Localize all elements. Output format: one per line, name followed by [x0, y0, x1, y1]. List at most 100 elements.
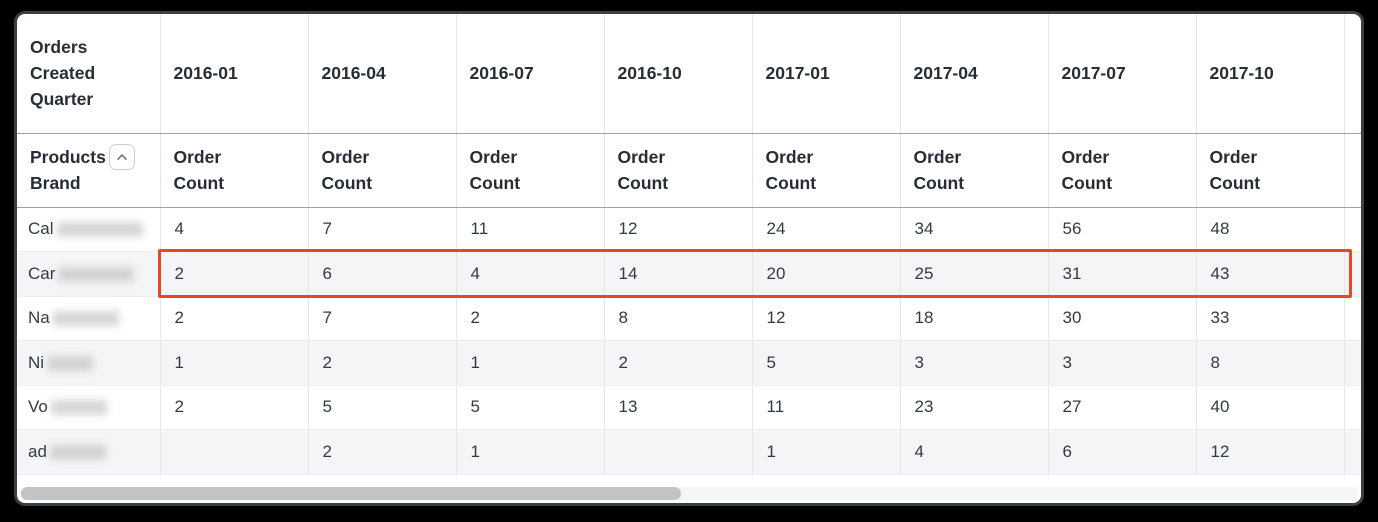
- row-dimension-line: Products: [30, 144, 160, 170]
- value-cell[interactable]: [603, 429, 752, 475]
- value-cell[interactable]: 48: [1195, 207, 1344, 252]
- value-cell[interactable]: 40: [1195, 385, 1344, 430]
- value-cell[interactable]: 2: [603, 340, 752, 386]
- measure-header-order-count[interactable]: Order Count: [455, 133, 604, 208]
- value-cell[interactable]: 4: [899, 429, 1048, 475]
- quarter-header-2017-07: 2017-07: [1047, 14, 1196, 134]
- brand-prefix: ad: [28, 441, 47, 461]
- brand-cell[interactable]: Na: [17, 296, 160, 341]
- brand-prefix: Car: [28, 263, 56, 283]
- brand-prefix: Cal: [28, 219, 54, 239]
- quarter-header-2017-04: 2017-04: [899, 14, 1048, 134]
- value-cell[interactable]: 3: [1047, 340, 1196, 386]
- value-cell[interactable]: 34: [899, 207, 1048, 252]
- value-cell[interactable]: 6: [1047, 429, 1196, 475]
- value-cell[interactable]: 7: [307, 207, 456, 252]
- value-cell[interactable]: 33: [1195, 296, 1344, 341]
- collapse-row-dimension-button[interactable]: [108, 144, 135, 170]
- table-row-na: Na 2 7 2 8 12 18 30 33: [17, 296, 1361, 341]
- quarter-header-2017-10: 2017-10: [1195, 14, 1344, 134]
- brand-cell[interactable]: Cal: [17, 207, 160, 252]
- value-cell[interactable]: 2: [159, 296, 308, 341]
- value-cell[interactable]: 7: [307, 296, 456, 341]
- value-cell[interactable]: 20: [751, 251, 900, 297]
- value-cell[interactable]: 11: [455, 207, 604, 252]
- table-row-ni: Ni 1 2 1 2 5 3 3 8: [17, 340, 1361, 386]
- measure-header-order-count[interactable]: Order Count: [751, 133, 900, 208]
- value-cell[interactable]: 2: [307, 429, 456, 475]
- pivot-table-wrap: Orders Created Quarter 2016-01 2016-04 2…: [17, 14, 1361, 475]
- corner-header-line: Quarter: [30, 89, 94, 110]
- table-row-cal: Cal 4 7 11 12 24 34 56 48: [17, 207, 1361, 252]
- value-cell[interactable]: 1: [455, 429, 604, 475]
- partial-column-cell: [1343, 385, 1361, 430]
- value-cell[interactable]: 1: [751, 429, 900, 475]
- value-cell[interactable]: 3: [899, 340, 1048, 386]
- table-row-vo: Vo 2 5 5 13 11 23 27 40: [17, 385, 1361, 430]
- value-cell[interactable]: 2: [307, 340, 456, 386]
- corner-header-line: Orders: [30, 37, 88, 58]
- partial-column-cell: [1343, 296, 1361, 341]
- value-cell[interactable]: 5: [751, 340, 900, 386]
- value-cell[interactable]: 31: [1047, 251, 1196, 297]
- brand-cell[interactable]: ad: [17, 429, 160, 475]
- measure-header-order-count[interactable]: Order Count: [307, 133, 456, 208]
- measure-header-order-count[interactable]: Order Count: [899, 133, 1048, 208]
- redacted-brand-blur: [52, 311, 119, 327]
- partial-column-cell: [1343, 133, 1361, 208]
- partial-column-cell: [1343, 207, 1361, 252]
- value-cell[interactable]: 1: [159, 340, 308, 386]
- value-cell[interactable]: 24: [751, 207, 900, 252]
- corner-header-orders-created-quarter: Orders Created Quarter: [17, 14, 160, 134]
- value-cell[interactable]: 12: [1195, 429, 1344, 475]
- value-cell[interactable]: 27: [1047, 385, 1196, 430]
- value-cell[interactable]: 1: [455, 340, 604, 386]
- value-cell[interactable]: 5: [307, 385, 456, 430]
- brand-cell[interactable]: Ni: [17, 340, 160, 386]
- value-cell[interactable]: 2: [159, 251, 308, 297]
- value-cell[interactable]: 4: [455, 251, 604, 297]
- quarter-header-2016-10: 2016-10: [603, 14, 752, 134]
- row-dimension-header-products-brand: Products Brand: [17, 133, 160, 208]
- value-cell[interactable]: 30: [1047, 296, 1196, 341]
- value-cell[interactable]: 14: [603, 251, 752, 297]
- quarter-header-2017-01: 2017-01: [751, 14, 900, 134]
- redacted-brand-blur: [47, 355, 94, 371]
- value-cell[interactable]: 2: [455, 296, 604, 341]
- partial-column-cell: [1343, 251, 1361, 297]
- value-cell[interactable]: 13: [603, 385, 752, 430]
- value-cell[interactable]: 8: [603, 296, 752, 341]
- value-cell[interactable]: 5: [455, 385, 604, 430]
- redacted-brand-blur: [50, 400, 107, 416]
- value-cell[interactable]: 12: [603, 207, 752, 252]
- brand-cell[interactable]: Vo: [17, 385, 160, 430]
- value-cell[interactable]: 2: [159, 385, 308, 430]
- quarter-header-2016-04: 2016-04: [307, 14, 456, 134]
- value-cell[interactable]: 12: [751, 296, 900, 341]
- horizontal-scrollbar-track[interactable]: [19, 487, 1359, 500]
- measure-header-order-count[interactable]: Order Count: [1047, 133, 1196, 208]
- value-cell[interactable]: 4: [159, 207, 308, 252]
- horizontal-scrollbar-thumb[interactable]: [21, 487, 681, 500]
- brand-cell[interactable]: Car: [17, 251, 160, 297]
- measure-header-order-count[interactable]: Order Count: [159, 133, 308, 208]
- redacted-brand-blur: [49, 444, 106, 460]
- value-cell[interactable]: 23: [899, 385, 1048, 430]
- value-cell[interactable]: 43: [1195, 251, 1344, 297]
- value-cell[interactable]: 8: [1195, 340, 1344, 386]
- value-cell[interactable]: 56: [1047, 207, 1196, 252]
- value-cell[interactable]: 11: [751, 385, 900, 430]
- redacted-brand-blur: [58, 266, 135, 282]
- partial-column-cell: [1343, 429, 1361, 475]
- chevron-up-icon: [117, 154, 127, 160]
- value-cell[interactable]: 6: [307, 251, 456, 297]
- row-dimension-label: Brand: [30, 173, 81, 193]
- row-dimension-label: Products: [30, 147, 106, 167]
- measure-header-order-count[interactable]: Order Count: [603, 133, 752, 208]
- partial-column-cell: [1343, 340, 1361, 386]
- value-cell[interactable]: 18: [899, 296, 1048, 341]
- measure-header-order-count[interactable]: Order Count: [1195, 133, 1344, 208]
- value-cell[interactable]: 25: [899, 251, 1048, 297]
- value-cell[interactable]: [159, 429, 308, 475]
- quarter-header-2016-01: 2016-01: [159, 14, 308, 134]
